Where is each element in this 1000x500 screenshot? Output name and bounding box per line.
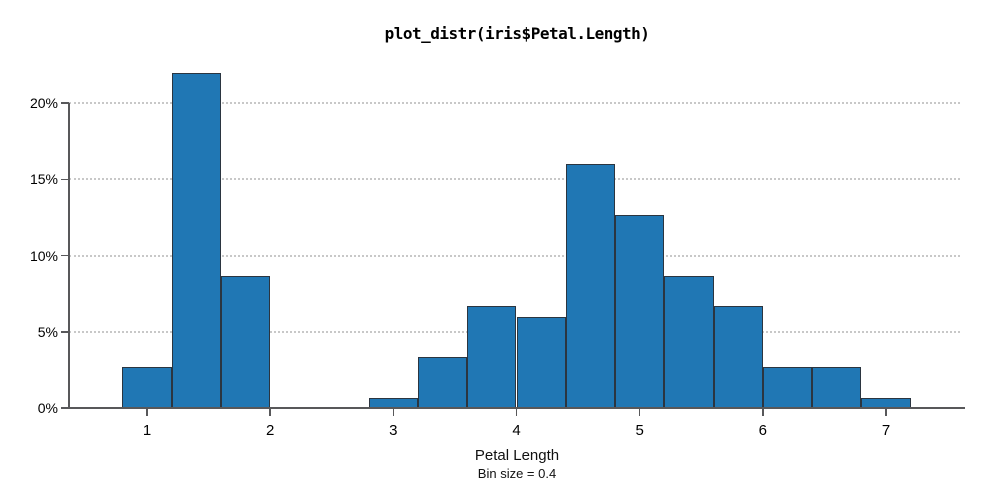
- x-axis-label: 6: [758, 422, 767, 439]
- histogram-bar: [762, 367, 813, 408]
- y-axis-label: 0%: [37, 400, 58, 416]
- histogram-bar: [220, 275, 271, 408]
- y-axis-tick: [61, 102, 69, 104]
- histogram-bar: [713, 306, 763, 408]
- y-axis-label: 10%: [29, 247, 58, 264]
- histogram-bar: [516, 316, 566, 408]
- x-axis-tick: [392, 408, 395, 416]
- x-axis-tick: [885, 408, 887, 416]
- y-axis-label: 20%: [29, 95, 58, 111]
- y-axis-tick: [61, 407, 69, 409]
- y-axis-line: [68, 103, 70, 408]
- y-gridline: [69, 178, 960, 181]
- histogram-bar: [171, 72, 221, 408]
- y-axis-tick: [61, 331, 69, 333]
- x-axis-label: 5: [635, 422, 644, 439]
- chart-title: plot_distr(iris$Petal.Length): [384, 24, 650, 43]
- x-axis-label: 3: [389, 422, 398, 439]
- y-axis-tick: [61, 178, 69, 180]
- y-axis-tick: [61, 254, 69, 257]
- x-axis-tick: [146, 408, 148, 416]
- x-axis-tick: [762, 408, 764, 416]
- histogram-bar: [467, 306, 517, 408]
- histogram-bar: [812, 367, 862, 408]
- histogram-bar: [615, 214, 665, 408]
- x-axis-tick: [269, 408, 271, 416]
- histogram-bar: [417, 357, 468, 408]
- histogram-bar: [122, 367, 172, 408]
- y-gridline: [69, 102, 960, 104]
- x-axis-label: 2: [265, 422, 275, 439]
- x-axis-tick: [638, 408, 641, 416]
- histogram-bar: [565, 164, 616, 408]
- y-axis-label: 15%: [29, 171, 58, 188]
- x-axis-title: Petal Length: [474, 447, 560, 464]
- x-axis-tick: [515, 408, 518, 416]
- x-axis-line: [61, 407, 965, 409]
- x-axis-label: 1: [142, 422, 152, 439]
- y-gridline: [69, 254, 960, 257]
- x-axis-label: 7: [881, 422, 891, 439]
- histogram-bar: [664, 275, 714, 408]
- y-axis-label: 5%: [37, 323, 58, 340]
- x-axis-label: 4: [512, 422, 521, 439]
- x-axis-subtitle: Bin size = 0.4: [477, 466, 557, 481]
